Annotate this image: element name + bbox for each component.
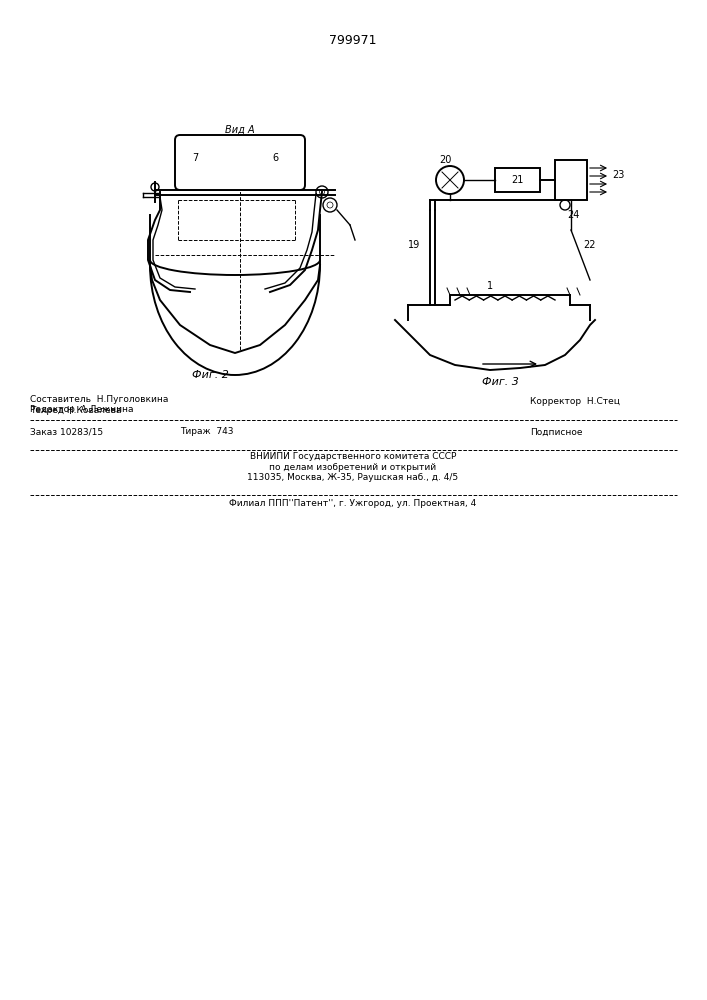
Text: Подписное: Подписное [530,428,583,436]
Text: Тираж  743: Тираж 743 [180,428,233,436]
Text: 24: 24 [567,210,579,220]
Text: 23: 23 [612,170,624,180]
Text: 19: 19 [408,240,420,250]
Text: Фиг. 2: Фиг. 2 [192,370,228,380]
Text: Заказ 10283/15: Заказ 10283/15 [30,428,103,436]
FancyBboxPatch shape [175,135,305,190]
Text: 6: 6 [272,153,278,163]
Text: 21: 21 [511,175,524,185]
Text: ВНИИПИ Государственного комитета СССР
по делам изобретений и открытий
113035, Мо: ВНИИПИ Государственного комитета СССР по… [247,452,459,482]
Text: 1: 1 [487,281,493,291]
Text: 22: 22 [584,240,596,250]
Text: Фиг. 3: Фиг. 3 [481,377,518,387]
Text: Редактор  А.Лежнина: Редактор А.Лежнина [30,406,134,414]
Text: 7: 7 [192,153,198,163]
Text: Составитель  Н.Пуголовкина
Техред Н.Ковалева: Составитель Н.Пуголовкина Техред Н.Ковал… [30,395,168,415]
Bar [555,160,587,200]
Text: 20: 20 [439,155,451,165]
Text: 799971: 799971 [329,33,377,46]
Text: Корректор  Н.Стец: Корректор Н.Стец [530,397,620,406]
Bar [495,168,540,192]
Text: Филиал ППП''Патент'', г. Ужгород, ул. Проектная, 4: Филиал ППП''Патент'', г. Ужгород, ул. Пр… [229,498,477,508]
Text: Вид А: Вид А [226,125,255,135]
